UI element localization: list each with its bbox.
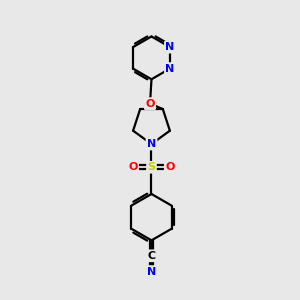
Text: S: S [148, 162, 155, 172]
Text: O: O [128, 162, 138, 172]
Text: O: O [165, 162, 175, 172]
Text: N: N [147, 139, 156, 149]
Text: N: N [165, 64, 175, 74]
Text: O: O [145, 99, 155, 109]
Text: N: N [147, 267, 156, 277]
Text: C: C [147, 251, 155, 261]
Text: N: N [165, 42, 175, 52]
